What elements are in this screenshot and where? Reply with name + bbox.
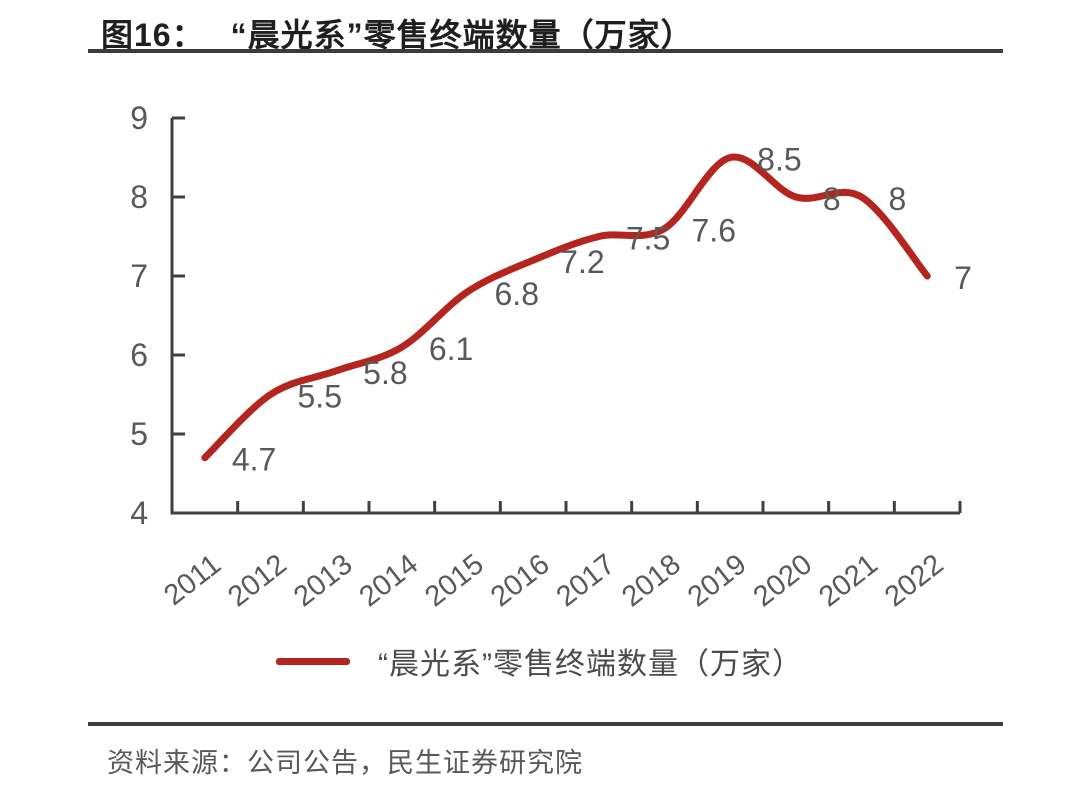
- y-tick-label: 7: [130, 258, 148, 294]
- x-tick-label: 2019: [682, 548, 753, 613]
- x-tick-label: 2011: [158, 548, 227, 612]
- x-tick-label: 2016: [485, 548, 556, 613]
- data-label: 6.1: [429, 331, 473, 367]
- title-divider: [88, 49, 1003, 53]
- data-label: 7.6: [692, 213, 736, 249]
- source-note: 资料来源：公司公告，民生证券研究院: [107, 748, 583, 778]
- legend-line-swatch: [276, 657, 350, 665]
- data-label: 6.8: [495, 276, 539, 312]
- x-tick-label: 2013: [288, 548, 359, 613]
- bottom-divider: [88, 722, 1003, 726]
- series-line: [201, 153, 931, 462]
- x-tick-label: 2015: [419, 548, 490, 613]
- data-label: 8: [889, 181, 907, 217]
- y-tick-label: 6: [130, 337, 148, 373]
- x-tick-label: 2017: [551, 548, 622, 613]
- figure-title-text: “晨光系”零售终端数量（万家）: [230, 17, 694, 53]
- y-tick-label: 4: [130, 495, 148, 531]
- x-tick-label: 2012: [222, 548, 293, 613]
- figure-title: 图16： “晨光系”零售终端数量（万家）: [101, 10, 694, 56]
- data-label: 8.5: [757, 142, 801, 178]
- data-label: 8: [823, 181, 841, 217]
- data-label: 4.7: [232, 442, 276, 478]
- data-label: 7: [954, 260, 972, 296]
- data-label: 5.8: [363, 355, 407, 391]
- x-tick-label: 2021: [813, 548, 884, 613]
- y-tick-label: 9: [130, 100, 148, 136]
- line-chart: 4567892011201220132014201520162017201820…: [130, 100, 972, 613]
- y-tick-label: 5: [130, 416, 148, 452]
- x-tick-label: 2014: [354, 548, 425, 613]
- x-tick-label: 2022: [879, 548, 950, 613]
- legend-label: “晨光系”零售终端数量（万家）: [378, 648, 803, 681]
- data-label: 7.2: [560, 244, 604, 280]
- chart-legend: “晨光系”零售终端数量（万家）: [276, 640, 803, 682]
- y-tick-label: 8: [130, 179, 148, 215]
- data-label: 5.5: [298, 379, 342, 415]
- data-label: 7.5: [626, 221, 670, 257]
- x-tick-label: 2020: [748, 548, 819, 613]
- x-tick-label: 2018: [616, 548, 687, 613]
- figure-number: 图16：: [101, 17, 205, 53]
